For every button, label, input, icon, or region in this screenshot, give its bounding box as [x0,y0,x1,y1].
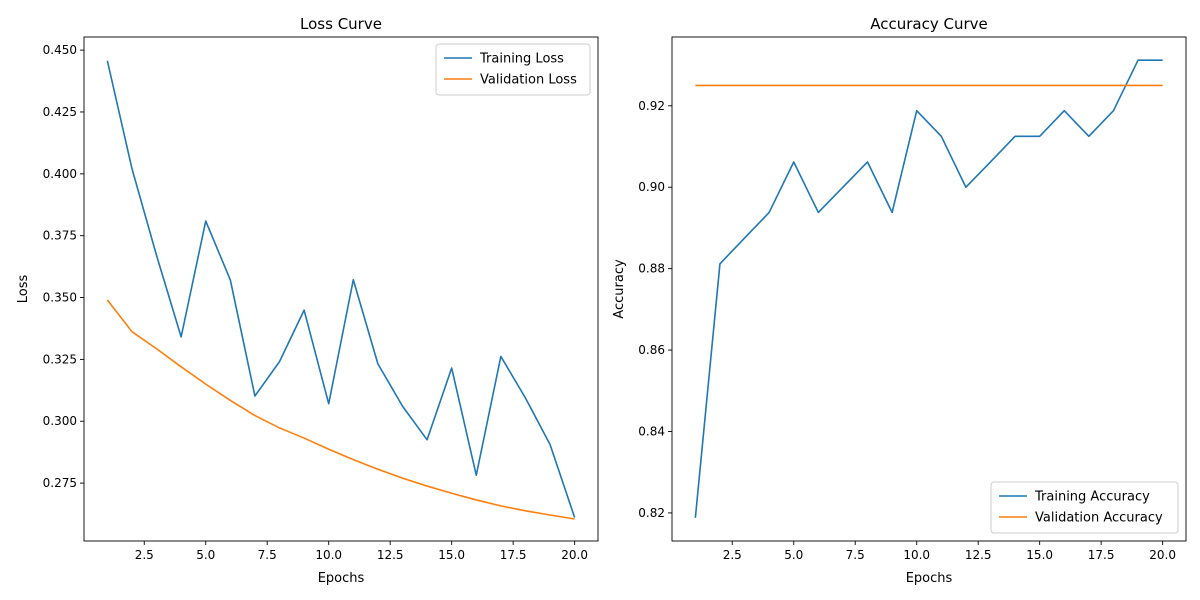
y-tick-label: 0.400 [43,167,77,181]
legend-label: Training Loss [479,52,564,67]
x-tick-label: 2.5 [723,548,742,562]
subplot-loss: 2.5 5.0 7.5 10.0 12.5 15.0 17.5 20.0 0.275 0.300 0… [16,15,599,586]
axes-frame [671,36,1187,542]
x-tick-label: 12.5 [377,548,404,562]
axes-frame [83,36,599,542]
y-tick-label: 0.90 [638,180,665,194]
series-line-training-accuracy [694,59,1163,518]
x-tick-label: 17.5 [500,548,527,562]
x-tick-label: 10.0 [315,548,342,562]
x-tick-label: 15.0 [1026,548,1053,562]
y-tick-label: 0.425 [43,105,77,119]
x-axis-label: Epochs [318,571,365,586]
x-tick-label: 20.0 [1149,548,1176,562]
legend: Training Accuracy Validation Accuracy [990,481,1179,534]
y-axis-label: Accuracy [612,259,627,319]
x-tick-label: 7.5 [846,548,865,562]
chart-title: Loss Curve [300,15,382,33]
y-tick-label: 0.84 [638,424,665,438]
subplot-accuracy: 2.5 5.0 7.5 10.0 12.5 15.0 17.5 20.0 0.82 0.84 0.8… [612,15,1187,586]
y-tick-label: 0.300 [43,414,77,428]
chart-title: Accuracy Curve [870,15,988,33]
y-tick-label: 0.88 [638,262,665,276]
series-line-training-loss [106,60,576,518]
x-tick-label: 17.5 [1088,548,1115,562]
legend-box [990,481,1179,534]
x-tick-label: 12.5 [965,548,992,562]
y-tick-label: 0.375 [43,229,77,243]
x-tick-label: 2.5 [135,548,154,562]
legend-label: Training Accuracy [1034,490,1150,505]
series-line-validation-loss [106,299,575,520]
x-axis-label: Epochs [906,571,953,586]
legend-label: Validation Accuracy [1035,511,1163,526]
y-tick-label: 0.325 [43,352,77,366]
y-tick-label: 0.450 [43,43,77,57]
x-tick-label: 5.0 [196,548,215,562]
x-tick-label: 7.5 [258,548,277,562]
y-tick-label: 0.86 [638,343,665,357]
legend: Training Loss Validation Loss [435,43,591,96]
legend-label: Validation Loss [480,73,577,88]
x-tick-label: 20.0 [561,548,588,562]
y-tick-label: 0.82 [638,506,665,520]
x-tick-label: 15.0 [438,548,465,562]
x-tick-label: 10.0 [903,548,930,562]
y-axis-label: Loss [16,275,31,304]
y-tick-label: 0.350 [43,291,77,305]
x-tick-label: 5.0 [784,548,803,562]
y-tick-label: 0.92 [638,99,665,113]
legend-box [435,43,591,96]
y-tick-label: 0.275 [43,476,77,490]
